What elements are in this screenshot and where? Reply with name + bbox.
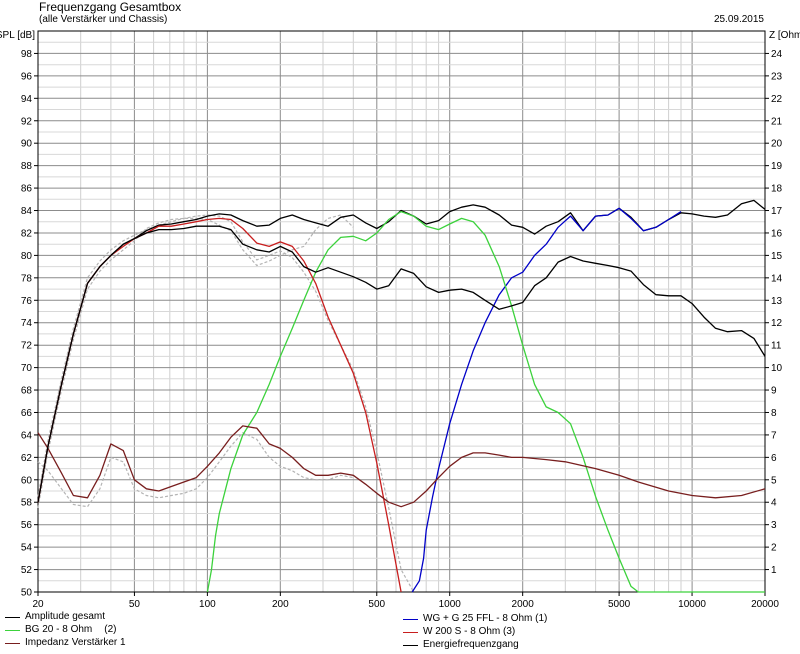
legend-item-impedance: Impedanz Verstärker 1 bbox=[5, 637, 126, 649]
curves bbox=[37, 199, 766, 593]
chart-subtitle: (alle Verstärker und Chassis) bbox=[39, 14, 168, 25]
y-tick-label-left: 84 bbox=[21, 206, 33, 217]
legend-swatch bbox=[5, 642, 20, 644]
y-tick-label-left: 50 bbox=[21, 588, 33, 599]
y-tick-label-right: 14 bbox=[771, 273, 783, 284]
y-tick-label-right: 1 bbox=[771, 565, 777, 576]
reference-curve bbox=[37, 214, 354, 509]
energiefrequenzgang-curve bbox=[37, 225, 766, 503]
y-tick-label-right: 18 bbox=[771, 184, 783, 195]
y-tick-label-right: 12 bbox=[771, 318, 783, 329]
y-tick-label-right: 21 bbox=[771, 116, 783, 127]
y-tick-label-right: 2 bbox=[771, 543, 777, 554]
legend-label: Impedanz Verstärker 1 bbox=[25, 637, 126, 648]
grid bbox=[38, 31, 765, 592]
legend-swatch bbox=[403, 631, 418, 633]
y-tick-label-right: 11 bbox=[771, 341, 782, 352]
y-tick-label-left: 66 bbox=[21, 408, 33, 419]
y-tick-label-right: 13 bbox=[771, 296, 783, 307]
y-tick-label-right: 9 bbox=[771, 386, 777, 397]
reference-curve bbox=[37, 431, 354, 508]
plot-frame bbox=[37, 30, 766, 593]
y-tick-label-left: 52 bbox=[21, 565, 33, 576]
y-tick-label-left: 92 bbox=[21, 116, 33, 127]
wg-g25-ffl-curve bbox=[411, 207, 682, 593]
y-tick-label-right: 15 bbox=[771, 251, 783, 262]
y-tick-label-right: 23 bbox=[771, 71, 783, 82]
x-tick-label: 2000 bbox=[512, 599, 535, 610]
y-tick-label-right: 10 bbox=[771, 363, 783, 374]
x-tick-label: 50 bbox=[129, 599, 141, 610]
y-tick-label-left: 72 bbox=[21, 341, 33, 352]
y-tick-label-right: 20 bbox=[771, 139, 783, 150]
x-tick-label: 5000 bbox=[608, 599, 631, 610]
y-tick-label-left: 82 bbox=[21, 228, 33, 239]
y-tick-label-left: 64 bbox=[21, 430, 33, 441]
y-tick-label-left: 94 bbox=[21, 94, 33, 105]
y-ticks-left: 50 52 54 56 58 60 62 64 66 68 70 72 74 76 78 80 82 84 86 88… bbox=[21, 49, 38, 599]
chart-title: Frequenzgang Gesamtbox bbox=[39, 0, 182, 14]
y-tick-label-left: 88 bbox=[21, 161, 33, 172]
legend-swatch bbox=[5, 616, 20, 618]
y-tick-label-right: 7 bbox=[771, 430, 777, 441]
legend-label: BG 20 - 8 Ohm bbox=[25, 624, 93, 635]
y-tick-label-left: 60 bbox=[21, 475, 33, 486]
y-axis-label-right: Z [Ohm] bbox=[769, 30, 800, 41]
y-tick-label-right: 22 bbox=[771, 94, 783, 105]
x-tick-label: 500 bbox=[368, 599, 385, 610]
y-tick-label-right: 8 bbox=[771, 408, 777, 419]
y-tick-label-right: 3 bbox=[771, 520, 777, 531]
legend-item-w200s: W 200 S - 8 Ohm (3) bbox=[403, 626, 515, 638]
y-tick-label-left: 86 bbox=[21, 184, 33, 195]
legend-label: Energiefrequenzgang bbox=[423, 639, 519, 650]
y-tick-label-left: 96 bbox=[21, 71, 33, 82]
x-tick-label: 20000 bbox=[751, 599, 779, 610]
y-tick-label-right: 4 bbox=[771, 498, 777, 509]
x-tick-label: 20 bbox=[32, 599, 44, 610]
legend-label: Amplitude gesamt bbox=[25, 611, 106, 622]
y-tick-label-left: 70 bbox=[21, 363, 33, 374]
x-tick-label: 100 bbox=[199, 599, 216, 610]
legend-item-energy: Energiefrequenzgang bbox=[403, 639, 519, 651]
y-tick-label-right: 16 bbox=[771, 228, 783, 239]
x-tick-label: 1000 bbox=[439, 599, 462, 610]
y-tick-label-left: 80 bbox=[21, 251, 33, 262]
legend-label: W 200 S - 8 Ohm (3) bbox=[423, 626, 516, 637]
legend-swatch bbox=[403, 644, 418, 646]
legend-tag: (2) bbox=[104, 624, 117, 635]
impedanz-verstaerker-curve bbox=[37, 425, 766, 508]
legend-label: WG + G 25 FFL - 8 Ohm (1) bbox=[423, 613, 548, 624]
x-tick-label: 10000 bbox=[678, 599, 706, 610]
legend-swatch bbox=[403, 618, 418, 620]
y-tick-label-right: 19 bbox=[771, 161, 783, 172]
legend-item-wg-g25: WG + G 25 FFL - 8 Ohm (1) bbox=[403, 613, 547, 625]
y-tick-label-left: 90 bbox=[21, 139, 33, 150]
y-tick-label-left: 98 bbox=[21, 49, 33, 60]
y-tick-label-left: 62 bbox=[21, 453, 33, 464]
y-tick-label-left: 76 bbox=[21, 296, 33, 307]
y-tick-label-left: 58 bbox=[21, 498, 33, 509]
y-tick-label-right: 24 bbox=[771, 49, 783, 60]
bg20-curve bbox=[206, 210, 765, 593]
y-tick-label-left: 54 bbox=[21, 543, 33, 554]
x-tick-label: 200 bbox=[272, 599, 289, 610]
y-tick-label-left: 68 bbox=[21, 386, 33, 397]
x-ticks: 20 50 100 200 500 1000 2000 5000 10000 20000 bbox=[32, 592, 779, 610]
y-axis-label-left: SPL [dB] bbox=[0, 30, 35, 41]
chart-date: 25.09.2015 bbox=[713, 14, 764, 25]
y-tick-label-right: 17 bbox=[771, 206, 783, 217]
y-tick-label-right: 5 bbox=[771, 475, 777, 486]
y-tick-label-left: 56 bbox=[21, 520, 33, 531]
legend-swatch bbox=[5, 629, 20, 631]
reference-curves bbox=[37, 214, 415, 593]
legend-item-bg20: BG 20 - 8 Ohm (2) bbox=[5, 624, 116, 636]
y-tick-label-left: 78 bbox=[21, 273, 33, 284]
y-tick-label-left: 74 bbox=[21, 318, 33, 329]
legend-item-amplitude: Amplitude gesamt bbox=[5, 611, 105, 623]
y-tick-label-right: 6 bbox=[771, 453, 777, 464]
reference-curve bbox=[37, 214, 415, 593]
